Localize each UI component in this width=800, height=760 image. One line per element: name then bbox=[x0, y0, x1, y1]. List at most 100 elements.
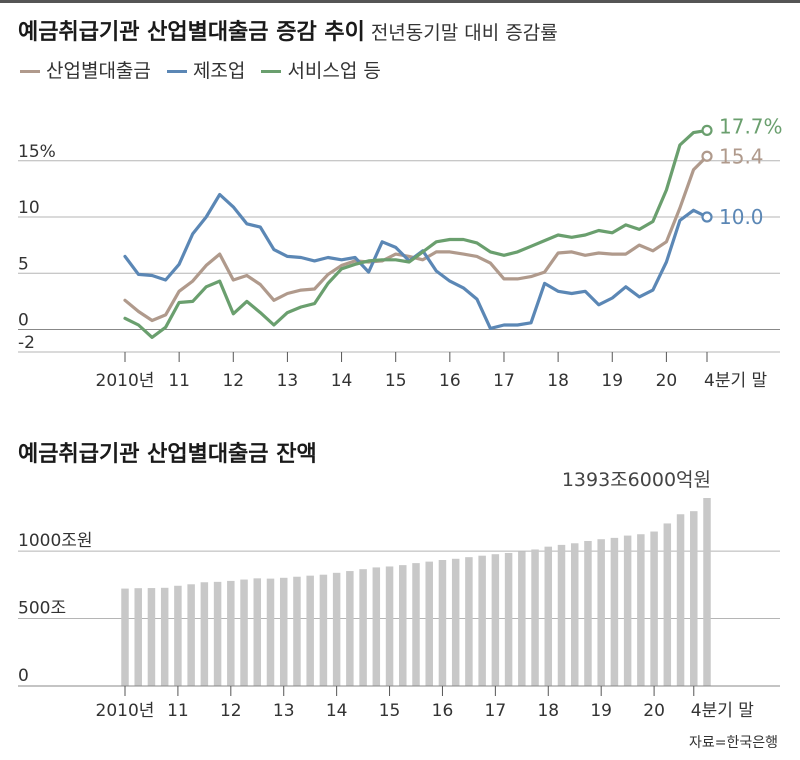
bar-38 bbox=[623, 535, 632, 686]
legend-item-manufacturing: 제조업 bbox=[166, 56, 246, 83]
bar-23 bbox=[425, 561, 433, 686]
bar-xtick-label-9: 19 bbox=[590, 701, 612, 721]
bar-19 bbox=[372, 567, 381, 686]
line-xtick-label-3: 13 bbox=[277, 371, 299, 391]
bar-xtick-label-2: 12 bbox=[220, 701, 242, 721]
top-rule bbox=[0, 0, 800, 3]
bar-ytick-label-2: 0 bbox=[18, 666, 29, 686]
legend-label-manufacturing: 제조업 bbox=[192, 60, 246, 82]
series-end-label-2: 17.7% bbox=[719, 114, 783, 138]
bar-xtick-label-8: 18 bbox=[537, 701, 559, 721]
series-end-label-0: 15.4 bbox=[719, 144, 764, 168]
bar-40 bbox=[650, 531, 658, 686]
bar-31 bbox=[531, 549, 539, 686]
line-chart: 15% 10 5 0-2 2010년 11 12 13 14 15 16 17 18 19 20 4분기 말 1… bbox=[18, 114, 783, 391]
bar-xtick-label-10: 20 bbox=[643, 701, 665, 721]
bar-32 bbox=[544, 546, 553, 686]
bar-41 bbox=[663, 523, 672, 686]
line-chart-title: 예금취급기관 산업별대출금 증감 추이 전년동기말 대비 증감률 bbox=[18, 20, 558, 45]
bar-xtick-label-1: 11 bbox=[167, 701, 189, 721]
bar-26 bbox=[465, 557, 473, 686]
line-xtick-label-4: 14 bbox=[331, 371, 353, 391]
bar-36 bbox=[597, 539, 605, 686]
line-ytick-label-3: 0 bbox=[18, 311, 29, 331]
bar-28 bbox=[491, 554, 500, 686]
bar-xtick-label-7: 17 bbox=[485, 701, 507, 721]
series-end-marker-0 bbox=[701, 150, 713, 162]
bar-18 bbox=[359, 569, 367, 686]
bar-22 bbox=[412, 563, 420, 686]
line-xtick-label-0: 2010년 bbox=[96, 371, 155, 391]
bar-44 bbox=[703, 498, 711, 686]
line-ytick-label-1: 10 bbox=[18, 198, 40, 218]
line-xtick-label-11: 4분기 말 bbox=[704, 371, 767, 391]
bar-chart-title: 예금취급기관 산업별대출금 잔액 bbox=[18, 442, 317, 467]
series-end-label-1: 10.0 bbox=[719, 205, 764, 229]
bar-42 bbox=[676, 514, 685, 686]
bar-34 bbox=[570, 543, 579, 686]
legend-swatch-manufacturing bbox=[166, 70, 187, 73]
line-xtick-label-8: 18 bbox=[547, 371, 569, 391]
line-chart-subtitle: 전년동기말 대비 증감률 bbox=[370, 22, 558, 44]
legend-item-industry: 산업별대출금 bbox=[20, 56, 151, 83]
series-end-marker-2 bbox=[701, 124, 713, 136]
bar-30 bbox=[518, 551, 526, 686]
bar-9 bbox=[240, 579, 248, 686]
series-line-2 bbox=[123, 128, 709, 339]
bar-11 bbox=[266, 578, 275, 686]
bar-1 bbox=[134, 588, 142, 686]
bar-last-value-label: 1393조6000억원 bbox=[562, 469, 711, 491]
bar-39 bbox=[637, 534, 645, 686]
line-ytick-label-2: 5 bbox=[18, 254, 29, 274]
legend-item-services: 서비스업 등 bbox=[261, 56, 381, 83]
line-xtick-label-6: 16 bbox=[439, 371, 461, 391]
source-note: 자료=한국은행 bbox=[688, 735, 778, 751]
bar-3 bbox=[160, 587, 169, 686]
legend-swatch-industry bbox=[20, 70, 40, 73]
legend-label-services: 서비스업 등 bbox=[287, 60, 381, 82]
bar-xtick-label-6: 16 bbox=[432, 701, 454, 721]
line-xtick-label-7: 17 bbox=[493, 371, 515, 391]
line-xtick-label-1: 11 bbox=[168, 371, 190, 391]
line-ytick-label-0: 15% bbox=[18, 142, 56, 162]
bar-21 bbox=[399, 565, 407, 686]
bar-24 bbox=[438, 560, 447, 686]
bar-25 bbox=[451, 558, 460, 686]
bar-4 bbox=[174, 585, 182, 686]
line-xtick-label-10: 20 bbox=[656, 371, 678, 391]
bar-xtick-label-4: 14 bbox=[326, 701, 348, 721]
bar-7 bbox=[213, 581, 222, 686]
bar-29 bbox=[504, 552, 513, 686]
bar-16 bbox=[332, 572, 341, 686]
bar-5 bbox=[187, 584, 195, 686]
bar-43 bbox=[690, 511, 698, 686]
bar-xtick-label-3: 13 bbox=[273, 701, 295, 721]
bar-17 bbox=[346, 571, 354, 686]
legend-swatch-services bbox=[261, 70, 282, 73]
bar-15 bbox=[319, 574, 328, 686]
bar-xtick-label-11: 4분기 말 bbox=[691, 701, 754, 721]
bar-35 bbox=[584, 540, 592, 686]
series-end-marker-1 bbox=[701, 211, 713, 223]
bar-6 bbox=[200, 582, 209, 686]
bar-13 bbox=[293, 576, 301, 686]
line-xtick-label-9: 19 bbox=[601, 371, 623, 391]
bar-10 bbox=[253, 578, 262, 686]
line-ytick-label-4: -2 bbox=[18, 333, 35, 353]
bar-27 bbox=[478, 555, 486, 686]
bar-20 bbox=[385, 566, 394, 686]
bar-xtick-label-5: 15 bbox=[379, 701, 401, 721]
line-xtick-label-5: 15 bbox=[385, 371, 407, 391]
line-xtick-label-2: 12 bbox=[222, 371, 244, 391]
line-chart-legend: 산업별대출금 제조업 서비스업 등 bbox=[20, 56, 391, 83]
bar-33 bbox=[557, 544, 566, 686]
bar-8 bbox=[227, 580, 235, 686]
bar-14 bbox=[306, 575, 314, 686]
bar-2 bbox=[147, 588, 156, 686]
bar-12 bbox=[279, 577, 288, 686]
bar-xtick-label-0: 2010년 bbox=[96, 701, 155, 721]
legend-label-industry: 산업별대출금 bbox=[46, 60, 151, 82]
bar-0 bbox=[121, 588, 129, 686]
